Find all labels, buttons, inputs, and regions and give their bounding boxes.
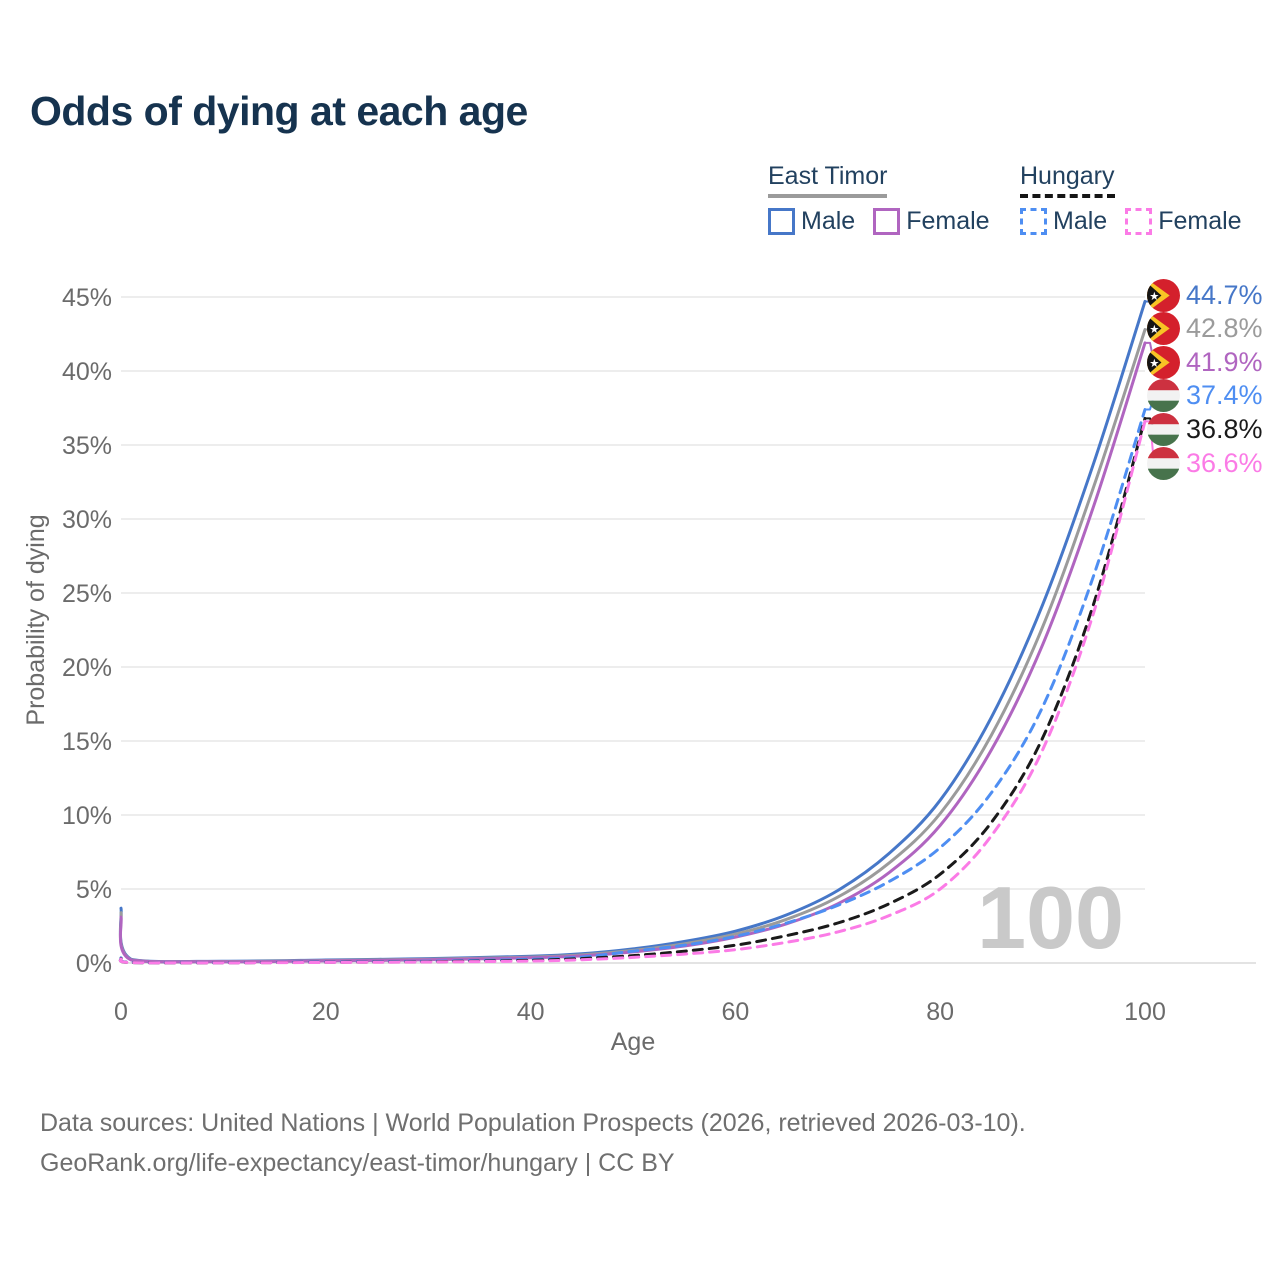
end-label-hungary-male: 37.4%	[1147, 379, 1263, 413]
legend-swatch-icon	[1125, 208, 1153, 235]
x-tick-label: 40	[517, 998, 545, 1026]
legend-swatch-icon	[1020, 208, 1047, 235]
series-line-east-timor-male	[118, 299, 1147, 964]
legend-item-label: Male	[801, 207, 856, 235]
end-label-value: 37.4%	[1186, 380, 1263, 411]
legend-group-east-timor: East Timor Male Female	[768, 162, 990, 236]
x-tick-label: 80	[926, 998, 954, 1026]
legend-group-hungary: Hungary Male Female	[1020, 162, 1242, 236]
footer: Data sources: United Nations | World Pop…	[40, 1103, 1026, 1183]
legend-underline-solid	[768, 194, 888, 198]
y-tick-label: 25%	[62, 580, 112, 608]
legend-item-hungary-male[interactable]: Male	[1020, 207, 1107, 236]
x-tick-label: 100	[1124, 998, 1166, 1026]
east-timor-flag-icon	[1147, 346, 1180, 379]
end-label-value: 36.8%	[1186, 413, 1263, 444]
y-tick-label: 5%	[76, 876, 112, 904]
hungary-flag-icon	[1147, 447, 1180, 480]
x-tick-label: 60	[721, 998, 749, 1026]
end-label-east-timor-female: 41.9%	[1147, 345, 1263, 379]
legend-head-hungary: Hungary	[1020, 162, 1115, 198]
legend-title-hungary: Hungary	[1020, 162, 1115, 190]
end-label-east-timor-male: 44.7%	[1147, 278, 1263, 312]
legend-item-hungary-female[interactable]: Female	[1125, 207, 1242, 236]
legend-head-east-timor: East Timor	[768, 162, 888, 198]
page-title: Odds of dying at each age	[30, 88, 528, 134]
legend-item-label: Female	[906, 207, 990, 235]
east-timor-flag-icon	[1147, 312, 1180, 345]
age-watermark: 100	[977, 868, 1124, 967]
legend-item-label: Male	[1053, 207, 1108, 235]
y-axis-label: Probability of dying	[22, 514, 50, 725]
end-label-hungary-female: 36.6%	[1147, 446, 1263, 480]
y-tick-label: 20%	[62, 654, 112, 682]
legend-title-east-timor: East Timor	[768, 162, 888, 190]
hungary-flag-icon	[1147, 379, 1180, 412]
legend-swatch-icon	[768, 208, 795, 235]
end-label-value: 44.7%	[1186, 279, 1263, 310]
y-tick-label: 0%	[76, 950, 112, 978]
series-line-east-timor-both	[118, 328, 1147, 964]
legend-item-label: Female	[1158, 207, 1242, 235]
series-line-hungary-female	[118, 419, 1147, 965]
y-tick-label: 15%	[62, 728, 112, 756]
x-tick-label: 20	[312, 998, 340, 1026]
legend-item-east-timor-male[interactable]: Male	[768, 207, 855, 236]
legend-item-east-timor-female[interactable]: Female	[873, 207, 990, 236]
y-tick-label: 35%	[62, 432, 112, 460]
footer-attribution-line: GeoRank.org/life-expectancy/east-timor/h…	[40, 1149, 675, 1177]
y-tick-label: 45%	[62, 284, 112, 312]
end-label-value: 36.6%	[1186, 447, 1263, 478]
end-label-east-timor-both: 42.8%	[1147, 312, 1263, 346]
footer-source-line: Data sources: United Nations | World Pop…	[40, 1109, 1026, 1137]
x-axis-label: Age	[611, 1028, 655, 1056]
legend-underline-dashed	[1020, 194, 1115, 198]
legend-items-hungary: Male Female	[1020, 207, 1242, 236]
y-tick-label: 30%	[62, 506, 112, 534]
y-tick-label: 40%	[62, 358, 112, 386]
legend-items-east-timor: Male Female	[768, 207, 990, 236]
end-label-hungary-both: 36.8%	[1147, 412, 1263, 446]
hungary-flag-icon	[1147, 413, 1180, 446]
y-tick-label: 10%	[62, 802, 112, 830]
x-tick-label: 0	[114, 998, 128, 1026]
east-timor-flag-icon	[1147, 279, 1180, 312]
end-label-value: 41.9%	[1186, 346, 1263, 377]
end-label-value: 42.8%	[1186, 313, 1263, 344]
legend-swatch-icon	[873, 208, 901, 235]
